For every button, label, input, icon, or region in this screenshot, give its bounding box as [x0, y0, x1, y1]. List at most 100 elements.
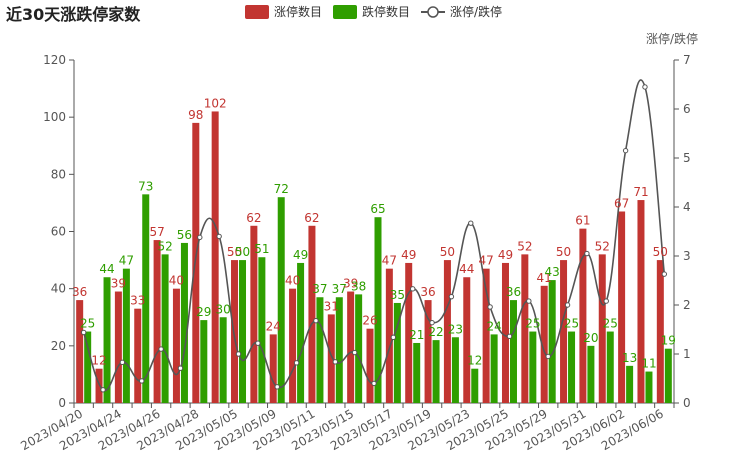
y-left-tick-label: 120 — [43, 53, 66, 67]
data-labels: 3625124439473373575240569829102305050625… — [72, 96, 676, 370]
ratio-point — [642, 84, 648, 90]
data-label-limit-up: 50 — [556, 245, 571, 259]
legend-item-limit-down[interactable]: 跌停数目 — [333, 4, 410, 19]
ratio-point — [448, 293, 455, 300]
y-right-tick-label: 2 — [683, 298, 691, 312]
data-label-limit-up: 57 — [149, 225, 164, 239]
bar-limit-up — [327, 314, 335, 403]
data-label-limit-down: 25 — [603, 317, 618, 331]
ratio-point — [197, 234, 203, 241]
legend-swatch-limit-up — [245, 5, 269, 19]
bar-limit-down — [664, 348, 672, 403]
bar-limit-up — [289, 288, 297, 403]
data-label-limit-up: 62 — [304, 211, 319, 225]
ratio-point — [293, 360, 300, 366]
data-label-limit-up: 49 — [498, 248, 513, 262]
bar-limit-up — [347, 291, 355, 403]
bar-limit-up — [211, 111, 219, 403]
bar-limit-down — [103, 277, 111, 403]
bar-limit-up — [560, 260, 568, 403]
data-label-limit-up: 44 — [459, 262, 474, 276]
data-label-limit-up: 39 — [111, 277, 126, 291]
data-label-limit-down: 37 — [312, 282, 327, 296]
data-label-limit-down: 21 — [409, 328, 424, 342]
data-label-limit-down: 36 — [506, 285, 521, 299]
data-label-limit-down: 13 — [622, 351, 637, 365]
data-label-limit-down: 49 — [293, 248, 308, 262]
ratio-point — [603, 298, 609, 304]
data-label-limit-up: 98 — [188, 108, 203, 122]
bar-limit-down — [645, 371, 653, 403]
bar-limit-down — [335, 297, 343, 403]
data-label-limit-down: 12 — [467, 354, 482, 368]
ratio-point — [584, 250, 590, 257]
bar-limit-up — [540, 285, 548, 403]
legend-swatch-limit-down — [333, 5, 357, 19]
data-label-limit-down: 22 — [428, 325, 443, 339]
ratio-point — [216, 233, 222, 240]
bar-limit-up — [172, 288, 180, 403]
data-label-limit-down: 25 — [525, 317, 540, 331]
data-label-limit-up: 50 — [440, 245, 455, 259]
bar-limit-down — [316, 297, 324, 403]
right-axis-label: 涨停/跌停 — [646, 31, 698, 46]
data-label-limit-down: 23 — [448, 322, 463, 336]
legend-item-limit-up[interactable]: 涨停数目 — [245, 4, 322, 19]
ratio-point — [661, 271, 668, 277]
ratio-point — [371, 380, 377, 387]
data-label-limit-up: 102 — [204, 96, 227, 110]
bar-limit-down — [529, 331, 537, 403]
bar-limit-down — [122, 268, 130, 403]
data-label-limit-down: 47 — [119, 254, 134, 268]
bar-limit-down — [258, 257, 266, 403]
ratio-point — [235, 351, 242, 357]
bar-limit-up — [463, 277, 471, 403]
bar-limit-down — [626, 365, 634, 403]
ratio-point — [255, 340, 261, 346]
data-label-limit-up: 36 — [72, 285, 87, 299]
data-label-limit-down: 65 — [370, 202, 385, 216]
y-left-tick-label: 80 — [51, 167, 66, 181]
y-left-tick-label: 0 — [58, 396, 66, 410]
ratio-point — [545, 353, 551, 360]
y-left-tick-label: 20 — [51, 339, 66, 353]
data-label-limit-down: 19 — [661, 334, 676, 348]
data-label-limit-down: 51 — [254, 242, 269, 256]
ratio-point — [564, 302, 571, 308]
bar-limit-down — [568, 331, 576, 403]
data-label-limit-down: 30 — [216, 302, 231, 316]
data-label-limit-up: 33 — [130, 294, 145, 308]
data-label-limit-up: 61 — [575, 214, 590, 228]
bar-limit-up — [250, 225, 258, 403]
bar-limit-down — [606, 331, 614, 403]
ratio-point — [506, 333, 513, 340]
data-label-limit-up: 24 — [266, 319, 281, 333]
ratio-point — [158, 346, 164, 352]
data-label-limit-up: 36 — [420, 285, 435, 299]
bar-limit-up — [482, 268, 490, 403]
bar-limit-up — [521, 254, 529, 403]
bar-limit-down — [413, 342, 421, 403]
data-label-limit-up: 39 — [343, 277, 358, 291]
bar-limit-down — [374, 217, 382, 403]
bar-limit-up — [385, 268, 393, 403]
y-right-tick-label: 3 — [683, 249, 691, 263]
bar-limit-up — [405, 262, 413, 403]
ratio-point — [429, 319, 435, 326]
data-label-limit-down: 38 — [351, 279, 366, 293]
ratio-line-series — [80, 79, 668, 393]
ratio-point — [177, 365, 184, 371]
bar-limit-up — [424, 300, 432, 403]
ratio-point — [313, 317, 319, 324]
data-label-limit-down: 37 — [332, 282, 347, 296]
bar-limit-down — [239, 260, 247, 403]
ratio-point — [100, 387, 106, 393]
legend-marker-ratio — [427, 6, 439, 18]
bar-limit-down — [490, 334, 498, 403]
legend-item-ratio[interactable]: 涨停/跌停 — [421, 4, 502, 19]
data-label-limit-up: 26 — [362, 314, 377, 328]
bar-limit-up — [308, 225, 316, 403]
data-label-limit-up: 52 — [595, 239, 610, 253]
